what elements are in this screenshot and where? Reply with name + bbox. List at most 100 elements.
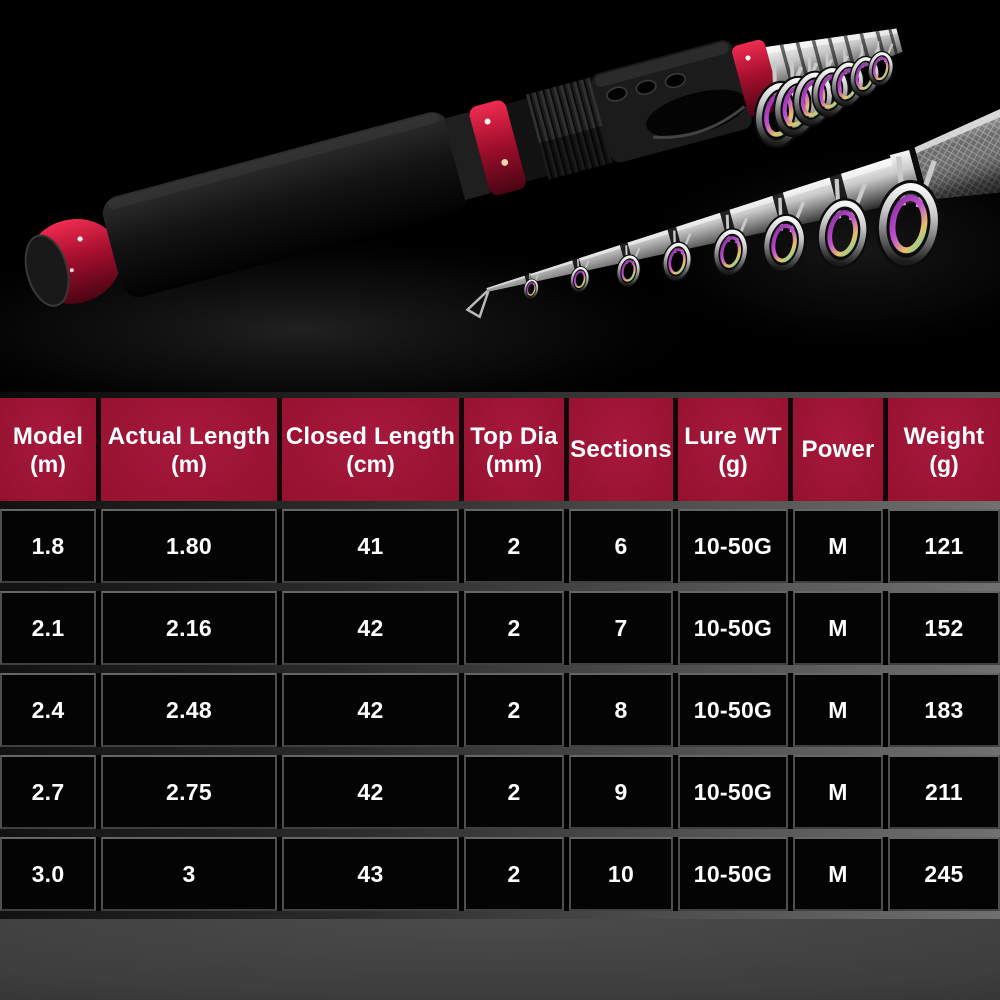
table-cell: M [793,755,883,829]
spec-table-body: 1.8 1.80 41 2 6 10-50G M 121 2.1 2.16 42 2 7 10-50G M 1… [0,501,1000,919]
table-cell: 2.4 [0,673,96,747]
header-label: Power [801,436,875,463]
table-row: 2.7 2.75 42 2 9 10-50G M 211 [0,755,1000,829]
header-label: Lure WT [684,422,782,450]
row-divider [0,583,1000,591]
second-rod-section [465,93,1000,319]
table-cell: 2.1 [0,591,96,665]
handle-highlight [594,42,729,87]
table-row: 2.1 2.16 42 2 7 10-50G M 152 [0,591,1000,665]
table-cell: 10-50G [678,591,788,665]
header-unit: (g) [718,450,748,477]
table-cell: 2.7 [0,755,96,829]
header-cell-closed-length: Closed Length (cm) [282,398,459,501]
handle-vent-holes [606,72,686,102]
table-cell: 7 [569,591,673,665]
table-cell: 2 [464,837,564,911]
spacer [505,98,548,182]
sparkle [745,55,751,61]
row-divider [0,665,1000,673]
header-cell-actual-length: Actual Length (m) [101,398,277,501]
table-row: 3.0 3 43 2 10 10-50G M 245 [0,837,1000,911]
table-cell: 3 [101,837,277,911]
table-cell: 2.48 [101,673,277,747]
carbon-blank-highlight [914,93,1000,154]
header-unit: (cm) [346,450,395,477]
table-cell: 2 [464,509,564,583]
red-ring-rear [469,100,526,196]
row-divider [0,501,1000,509]
rod-tip-guide [465,288,491,319]
header-unit: (g) [929,450,959,477]
spec-header-row: Model (m) Actual Length (m) Closed Length (cm… [0,398,1000,501]
table-cell: 1.80 [101,509,277,583]
header-cell-sections: Sections [569,398,673,501]
table-cell: 9 [569,755,673,829]
header-label: Sections [570,436,672,463]
table-cell: 10-50G [678,755,788,829]
table-cell: 245 [888,837,1000,911]
table-row: 1.8 1.80 41 2 6 10-50G M 121 [0,509,1000,583]
table-cell: 2.16 [101,591,277,665]
header-cell-lure-wt: Lure WT (g) [678,398,788,501]
sparkle [69,268,74,273]
carbon-blank-shading [914,93,1000,200]
table-cell: 42 [282,673,459,747]
table-cell: 152 [888,591,1000,665]
grip-collar [443,112,491,201]
ribbed-shadow [538,125,615,180]
sparkle [484,118,491,125]
table-bottom-panel [0,919,1000,1000]
table-cell: 10-50G [678,673,788,747]
sparkle [501,159,509,166]
table-cell: 8 [569,673,673,747]
table-cell: 211 [888,755,1000,829]
foam-highlight [108,113,439,210]
main-rod [24,13,903,307]
sparkle [77,236,83,242]
table-cell: 2 [464,673,564,747]
table-cell: 183 [888,673,1000,747]
header-label: Closed Length [285,422,456,450]
header-label: Weight [903,422,985,450]
table-row: 2.4 2.48 42 2 8 10-50G M 183 [0,673,1000,747]
row-divider [0,911,1000,919]
table-cell: 10 [569,837,673,911]
header-unit: (mm) [485,450,543,477]
table-cell: 121 [888,509,1000,583]
table-cell: 41 [282,509,459,583]
row-divider [0,829,1000,837]
ribbed-section [525,77,615,180]
row-divider [0,747,1000,755]
table-cell: M [793,509,883,583]
table-cell: 10-50G [678,837,788,911]
table-cell: 43 [282,837,459,911]
reel-seat-recess [646,89,748,137]
header-label: Top Dia [470,422,558,450]
foam-grip [102,112,468,298]
table-cell: 1.8 [0,509,96,583]
table-cell: 42 [282,591,459,665]
header-unit: (m) [30,450,66,477]
header-cell-power: Power [793,398,883,501]
header-label: Model [12,422,84,450]
header-cell-model: Model (m) [0,398,96,501]
table-cell: 2 [464,591,564,665]
table-cell: M [793,673,883,747]
table-cell: 2.75 [101,755,277,829]
header-cell-top-dia: Top Dia (mm) [464,398,564,501]
table-cell: M [793,591,883,665]
fishing-rod-illustration [0,0,1000,392]
header-label: Actual Length [107,422,271,450]
butt-cap-end [24,234,70,307]
recess-rim [653,105,746,139]
table-cell: 10-50G [678,509,788,583]
table-cell: 6 [569,509,673,583]
header-unit: (m) [171,450,207,477]
table-top-edge [0,392,1000,398]
table-cell: M [793,837,883,911]
blank-highlight [486,152,908,290]
table-cell: 42 [282,755,459,829]
table-cell: 3.0 [0,837,96,911]
product-photo [0,0,1000,392]
